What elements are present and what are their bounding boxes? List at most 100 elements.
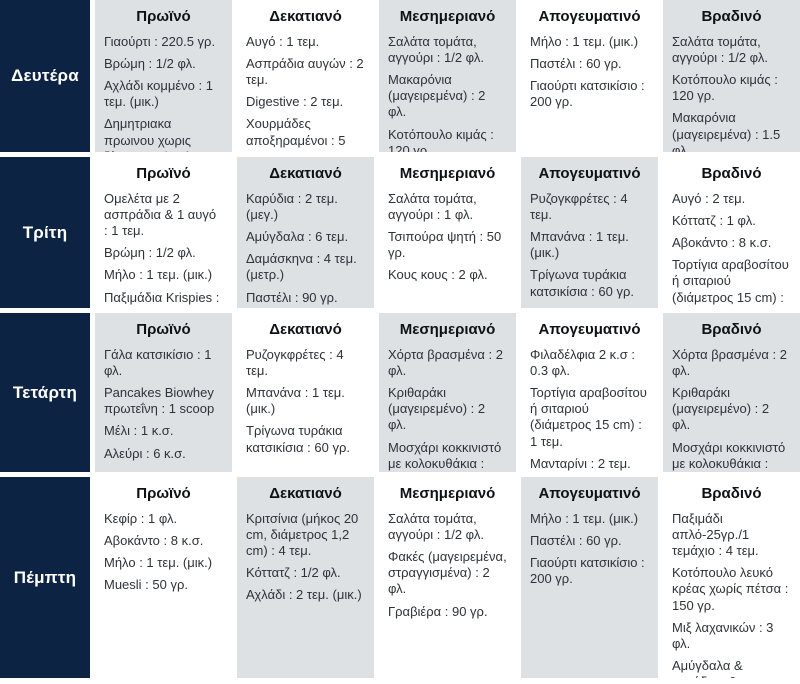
meal-item: Τρίγωνα τυράκια κατσικίσια : 60 γρ.: [246, 423, 350, 455]
meal-cell: Βραδινό Αυγό : 2 τεμ. Κόττατζ : 1 φλ. Αβοκά…: [663, 157, 800, 308]
meal-item: Μακαρόνια (μαγειρεμένα) : 1.5 φλ.: [672, 110, 781, 152]
meal-item: Κόττατζ : 1 φλ.: [672, 213, 756, 229]
meal-item: Κριτσίνια (μήκος 20 cm, διάμετρος 1,2 cm…: [246, 511, 359, 559]
meal-cell: Βραδινό Σαλάτα τομάτα, αγγούρι : 1/2 φλ. Κ…: [663, 0, 800, 152]
meal-header: Δεκατιανό: [269, 485, 342, 502]
meal-header: Μεσημεριανό: [399, 485, 496, 502]
meal-cell: Πρωϊνό Ομελέτα με 2 ασπράδια & 1 αυγό : 1…: [95, 157, 232, 308]
meal-item: Σαλάτα τομάτα, αγγούρι : 1/2 φλ.: [388, 511, 484, 543]
meal-item: Κεφίρ : 1 φλ.: [104, 511, 178, 526]
meal-item: Σαλάτα τομάτα, αγγούρι : 1/2 φλ.: [388, 34, 484, 66]
meal-item: Φιλαδέλφια 2 κ.σ : 0.3 φλ.: [530, 347, 636, 379]
meal-item: Χόρτα βρασμένα : 2 φλ.: [672, 347, 787, 379]
meal-item: Χουρμάδες αποξηραμένοι : 5 τεμ.: [246, 116, 346, 152]
meal-header: Απογευματινό: [538, 485, 641, 502]
meal-item: Αχλάδι κομμένο : 1 τεμ. (μικ.): [104, 78, 213, 110]
meal-item: Μανταρίνι : 2 τεμ. (μικ.): [530, 455, 631, 472]
meal-cell: Απογευματινό Ρυζογκφρέτες : 4 τεμ. Μπανάνα…: [521, 157, 658, 308]
meal-item: Παστέλι : 90 γρ.: [246, 289, 338, 305]
meal-item: Muesli : 50 γρ.: [104, 577, 188, 593]
meal-header: Πρωϊνό: [136, 321, 191, 338]
meal-cell: Δεκατιανό Καρύδια : 2 τεμ. (μεγ.) Αμύγδαλα…: [237, 157, 374, 308]
meal-item: Αυγό : 1 τεμ.: [246, 34, 320, 49]
meal-item: Τρίγωνα τυράκια κατσικίσια : 60 γρ.: [530, 267, 634, 299]
meal-header: Μεσημεριανό: [399, 8, 496, 25]
meal-header: Απογευματινό: [538, 321, 641, 338]
meal-item: Ρυζογκφρέτες : 4 τεμ.: [530, 191, 628, 223]
meal-item: Γραβιέρα : 90 γρ.: [388, 603, 488, 619]
meal-header: Πρωϊνό: [136, 8, 191, 25]
meal-header: Πρωϊνό: [136, 485, 191, 502]
meal-cell: Πρωϊνό Γάλα κατσικίσιο : 1 φλ. Pancakes Bi…: [95, 313, 232, 472]
meal-item: Τορτίγια αραβοσίτου ή σιταριού (διάμετρο…: [672, 257, 789, 308]
meal-item: Μήλο : 1 τεμ. (μικ.): [104, 267, 213, 283]
meal-item: Αλεύρι : 6 κ.σ.: [104, 445, 186, 461]
meal-item: Μιξ λαχανικών : 3 φλ.: [672, 619, 774, 651]
day-label-4: Πέμπτη: [0, 477, 90, 678]
meal-item: Παξιμάδι απλό-25γρ./1 τεμάχιο : 4 τεμ.: [672, 511, 759, 559]
meal-item: Γιαούρτι κατσικίσιο : 200 γρ.: [530, 555, 645, 587]
meal-cell: Απογευματινό Φιλαδέλφια 2 κ.σ : 0.3 φλ. Το…: [521, 313, 658, 472]
meal-item: Φακές (μαγειρεμένα, στραγγισμένα) : 2 φλ…: [388, 549, 507, 597]
meal-item: Γιαούρτι : 220.5 γρ.: [104, 34, 216, 49]
meal-item: Γιαούρτι κατσικίσιο : 200 γρ.: [530, 78, 645, 110]
meal-item: Ασπράδια αυγών : 2 τεμ.: [246, 56, 364, 88]
meal-item: Μοσχάρι κοκκινιστό με κολοκυθάκια : 180 …: [388, 439, 502, 472]
meal-header: Βραδινό: [701, 485, 762, 502]
meal-item: Δημητριακα πρωινου χωρις ζάχαρη : 1/2 φλ…: [104, 116, 196, 152]
meal-item: Ομελέτα με 2 ασπράδια & 1 αυγό : 1 τεμ.: [104, 191, 217, 239]
meal-item: Μπανάνα : 1 τεμ. (μικ.): [246, 385, 345, 417]
meal-item: Κόττατζ : 1/2 φλ.: [246, 565, 341, 581]
meal-header: Δεκατιανό: [269, 321, 342, 338]
meal-header: Μεσημεριανό: [399, 165, 496, 182]
meal-item: Δαμάσκηνα : 4 τεμ. (μετρ.): [246, 251, 357, 283]
meal-item: Γάλα κατσικίσιο : 1 φλ.: [104, 347, 212, 379]
meal-item: Αβοκάντο : 8 κ.σ.: [104, 533, 204, 549]
meal-cell: Απογευματινό Μήλο : 1 τεμ. (μικ.) Παστέλι …: [521, 477, 658, 678]
meal-header: Δεκατιανό: [269, 8, 342, 25]
meal-item: Παξιμάδια Krispies : 4 τεμ.: [104, 289, 220, 308]
meal-item: Σαλάτα τομάτα, αγγούρι : 1/2 φλ.: [672, 34, 768, 66]
meal-cell: Μεσημεριανό Σαλάτα τομάτα, αγγούρι : 1/2 …: [379, 0, 516, 152]
meal-header: Απογευματινό: [538, 8, 641, 25]
meal-item: Αυγό : 2 τεμ.: [672, 191, 746, 206]
meal-cell: Απογευματινό Μήλο : 1 τεμ. (μικ.) Παστέλι …: [521, 0, 658, 152]
meal-cell: Πρωϊνό Γιαούρτι : 220.5 γρ. Βρώμη : 1/2 φλ…: [95, 0, 232, 152]
meal-item: Μήλο : 1 τεμ. (μικ.): [104, 555, 213, 571]
day-label-1: Δευτέρα: [0, 0, 90, 152]
meal-item: Μακαρόνια (μαγειρεμένα) : 2 φλ.: [388, 72, 486, 120]
meal-item: Μοσχάρι κοκκινιστό με κολοκυθάκια : 180 …: [672, 439, 786, 472]
meal-cell: Δεκατιανό Κριτσίνια (μήκος 20 cm, διάμετρ…: [237, 477, 374, 678]
meal-item: Παστέλι : 60 γρ.: [530, 533, 622, 549]
meal-cell: Δεκατιανό Αυγό : 1 τεμ. Ασπράδια αυγών : 2…: [237, 0, 374, 152]
meal-cell: Μεσημεριανό Σαλάτα τομάτα, αγγούρι : 1/2 …: [379, 477, 516, 678]
meal-cell: Βραδινό Παξιμάδι απλό-25γρ./1 τεμάχιο : 4…: [663, 477, 800, 678]
meal-item: Pancakes Biowhey πρωτεΐνη : 1 scoop: [104, 385, 215, 417]
meal-item: Μήλο : 1 τεμ. (μικ.): [530, 34, 639, 49]
meal-cell: Δεκατιανό Ρυζογκφρέτες : 4 τεμ. Μπανάνα : …: [237, 313, 374, 472]
meal-header: Βραδινό: [701, 165, 762, 182]
meal-header: Βραδινό: [701, 8, 762, 25]
meal-cell: Μεσημεριανό Σαλάτα τομάτα, αγγούρι : 1 φλ…: [379, 157, 516, 308]
meal-item: Κοτόπουλο κιμάς : 120 γρ.: [672, 72, 778, 104]
meal-cell: Μεσημεριανό Χόρτα βρασμένα : 2 φλ. Κριθαρά…: [379, 313, 516, 472]
meal-header: Απογευματινό: [538, 165, 641, 182]
meal-header: Μεσημεριανό: [399, 321, 496, 338]
meal-item: Βρώμη : 1/2 φλ.: [104, 245, 196, 261]
meal-item: Αβοκάντο : 8 κ.σ.: [672, 235, 772, 251]
meal-item: Μπανάνα : 1 τεμ. (μικ.): [530, 229, 629, 261]
meal-header: Δεκατιανό: [269, 165, 342, 182]
meal-item: Τορτίγια αραβοσίτου ή σιταριού (διάμετρο…: [530, 385, 647, 449]
meal-item: Καρύδια : 2 τεμ. (μεγ.): [246, 191, 338, 223]
meal-item: Κοτόπουλο λευκό κρέας χωρίς πέτσα : 150 …: [672, 565, 789, 613]
meal-item: Digestive : 2 τεμ.: [246, 94, 344, 110]
meal-item: Τσιπούρα ψητή : 50 γρ.: [388, 229, 502, 261]
meal-item: Αμύγδαλα : 6 τεμ.: [246, 229, 349, 245]
meal-header: Βραδινό: [701, 321, 762, 338]
meal-item: Αχλάδι : 2 τεμ. (μικ.): [246, 587, 362, 603]
meal-item: Σαλάτα τομάτα, αγγούρι : 1 φλ.: [388, 191, 477, 223]
meal-item: Παστέλι : 60 γρ.: [530, 56, 622, 72]
meal-cell: Βραδινό Χόρτα βρασμένα : 2 φλ. Κριθαράκι (…: [663, 313, 800, 472]
meal-item: Κριθαράκι (μαγειρεμένο) : 2 φλ.: [672, 385, 770, 433]
